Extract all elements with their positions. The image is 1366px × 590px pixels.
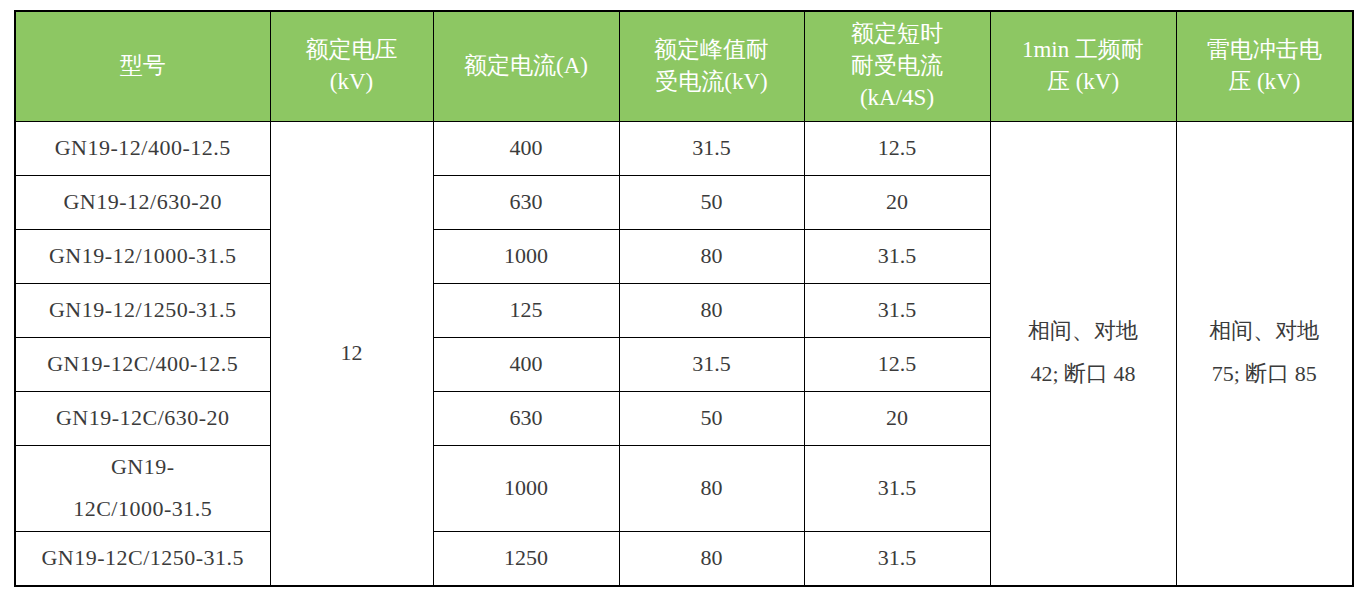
cell-peak-current: 80 [619, 229, 804, 283]
cell-short-time-current: 31.5 [804, 532, 990, 586]
cell-rated-current: 400 [433, 337, 619, 391]
header-cell-short-time-withstand-current: 额定短时 耐受电流 (kA/4S) [804, 11, 990, 121]
cell-rated-current: 125 [433, 283, 619, 337]
cell-model: GN19-12C/1250-31.5 [15, 532, 270, 586]
cell-peak-current: 80 [619, 532, 804, 586]
cell-model: GN19-12C/630-20 [15, 391, 270, 445]
cell-rated-current: 1000 [433, 229, 619, 283]
cell-short-time-current: 31.5 [804, 283, 990, 337]
header-cell-rated-current: 额定电流(A) [433, 11, 619, 121]
cell-model: GN19-12/400-12.5 [15, 121, 270, 175]
cell-model: GN19-12C/400-12.5 [15, 337, 270, 391]
cell-peak-current: 80 [619, 445, 804, 532]
cell-peak-current: 50 [619, 391, 804, 445]
cell-rated-current: 400 [433, 121, 619, 175]
header-cell-lightning-impulse-voltage: 雷电冲击电 压 (kV) [1176, 11, 1353, 121]
cell-short-time-current: 31.5 [804, 445, 990, 532]
cell-peak-current: 31.5 [619, 121, 804, 175]
cell-short-time-current: 12.5 [804, 337, 990, 391]
header-row: 型号 额定电压 (kV) 额定电流(A) 额定峰值耐 受电流(kV) 额定短时 … [15, 11, 1353, 121]
header-cell-rated-voltage: 额定电压 (kV) [270, 11, 433, 121]
cell-rated-current: 1000 [433, 445, 619, 532]
cell-short-time-current: 20 [804, 391, 990, 445]
cell-model: GN19-12/630-20 [15, 175, 270, 229]
header-cell-model: 型号 [15, 11, 270, 121]
cell-peak-current: 31.5 [619, 337, 804, 391]
spec-table-page: 型号 额定电压 (kV) 额定电流(A) 额定峰值耐 受电流(kV) 额定短时 … [0, 0, 1366, 590]
cell-peak-current: 80 [619, 283, 804, 337]
cell-model: GN19-12/1000-31.5 [15, 229, 270, 283]
cell-short-time-current: 12.5 [804, 121, 990, 175]
cell-peak-current: 50 [619, 175, 804, 229]
switch-spec-table: 型号 额定电压 (kV) 额定电流(A) 额定峰值耐 受电流(kV) 额定短时 … [14, 10, 1354, 587]
cell-rated-current: 630 [433, 175, 619, 229]
cell-rated-voltage-merged: 12 [270, 121, 433, 586]
header-cell-power-freq-withstand-voltage: 1min 工频耐 压 (kV) [990, 11, 1176, 121]
cell-model: GN19-12/1250-31.5 [15, 283, 270, 337]
cell-rated-current: 1250 [433, 532, 619, 586]
cell-rated-current: 630 [433, 391, 619, 445]
table-row: GN19-12/400-12.5 12 400 31.5 12.5 相间、对地 … [15, 121, 1353, 175]
cell-model: GN19- 12C/1000-31.5 [15, 445, 270, 532]
cell-short-time-current: 31.5 [804, 229, 990, 283]
cell-lightning-impulse-merged: 相间、对地 75; 断口 85 [1176, 121, 1353, 586]
cell-power-freq-merged: 相间、对地 42; 断口 48 [990, 121, 1176, 586]
header-cell-peak-withstand-current: 额定峰值耐 受电流(kV) [619, 11, 804, 121]
cell-short-time-current: 20 [804, 175, 990, 229]
